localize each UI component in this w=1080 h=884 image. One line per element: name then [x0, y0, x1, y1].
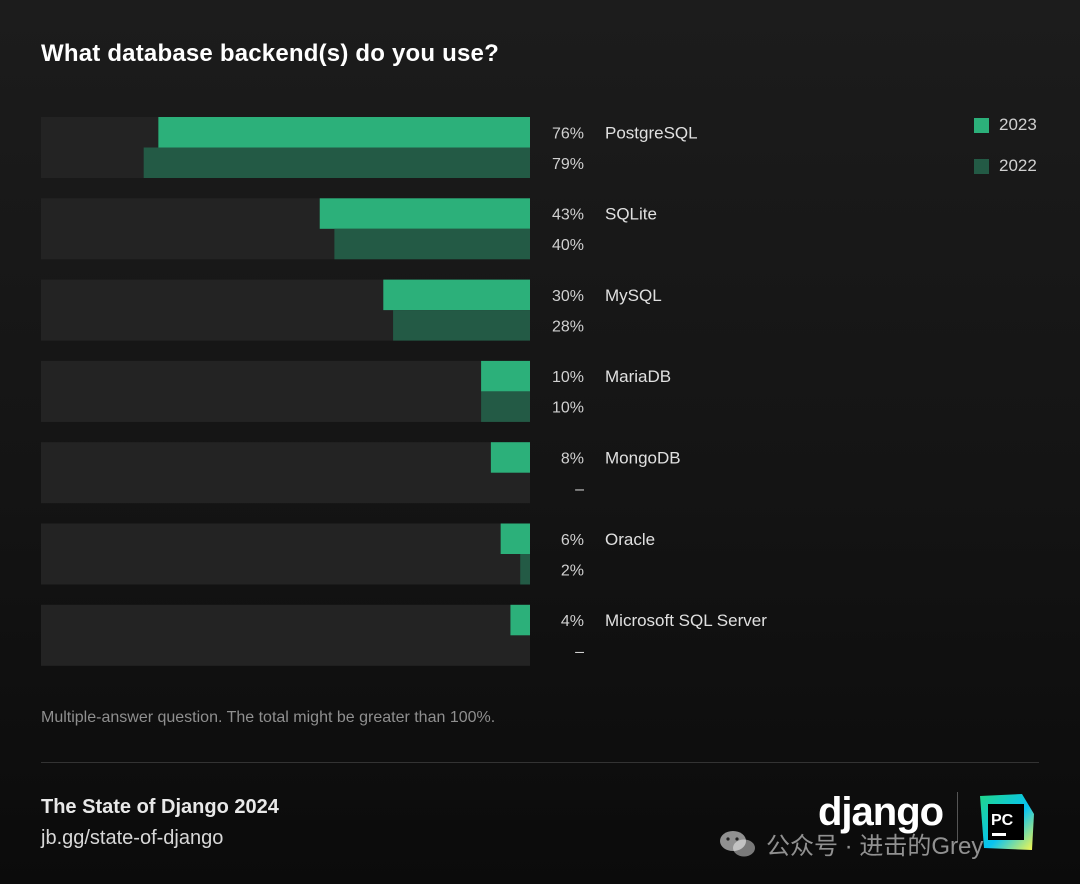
value-label-2022-mariadb: 10% — [552, 400, 584, 417]
value-label-2022-mongodb: – — [575, 481, 584, 498]
value-label-2023-oracle: 6% — [561, 532, 584, 549]
value-label-2023-mysql: 30% — [552, 288, 584, 305]
pycharm-logo-icon: PC — [980, 794, 1034, 850]
bar-chart: 76% 79% PostgreSQL 43% 40% SQLite 30% 28% MySQL 1… — [41, 117, 767, 666]
django-logo: django — [818, 790, 944, 834]
category-label-mongodb: MongoDB — [605, 448, 681, 467]
logo-separator — [957, 792, 958, 842]
chart-title: What database backend(s) do you use? — [41, 40, 499, 67]
legend-item-2022: 2022 — [974, 155, 1037, 177]
legend-swatch-2022 — [974, 158, 989, 174]
legend: 2023 2022 — [974, 114, 1037, 196]
value-label-2022-mysql: 28% — [552, 318, 584, 335]
watermark-text: 公众号 · 进击的Grey — [766, 833, 984, 860]
bar-track-mongodb — [41, 442, 530, 504]
value-label-2022-sqlite: 40% — [552, 237, 584, 254]
bar-track-microsoft-sql-server — [41, 604, 530, 666]
bar-2023-mongodb — [490, 442, 530, 473]
bar-2022-postgresql — [143, 147, 530, 178]
pycharm-logo-text: PC — [991, 812, 1014, 829]
value-label-2023-postgresql: 76% — [552, 125, 584, 142]
bar-2023-microsoft-sql-server — [510, 604, 530, 636]
value-label-2023-sqlite: 43% — [552, 207, 584, 224]
bar-2022-mysql — [393, 310, 530, 341]
wechat-icon — [720, 830, 755, 856]
bar-2023-mysql — [383, 279, 530, 311]
category-label-sqlite: SQLite — [605, 205, 657, 224]
legend-label-2023: 2023 — [999, 115, 1037, 134]
category-label-mysql: MySQL — [605, 286, 662, 305]
bar-2022-mariadb — [481, 391, 530, 422]
legend-swatch-2023 — [974, 117, 989, 133]
bar-2022-oracle — [520, 554, 530, 585]
value-label-2022-postgresql: 79% — [552, 156, 584, 173]
category-label-microsoft-sql-server: Microsoft SQL Server — [605, 611, 767, 630]
footer-link[interactable]: jb.gg/state-of-django — [41, 827, 224, 849]
category-label-oracle: Oracle — [605, 530, 655, 549]
category-label-postgresql: PostgreSQL — [605, 123, 698, 142]
legend-item-2023: 2023 — [974, 114, 1037, 136]
bar-2023-mariadb — [481, 360, 530, 392]
legend-label-2022: 2022 — [999, 156, 1037, 175]
watermark: 公众号 · 进击的Grey — [718, 826, 983, 861]
bar-2022-sqlite — [334, 228, 530, 260]
bar-2023-postgresql — [158, 117, 531, 148]
bar-2023-sqlite — [319, 198, 530, 229]
value-label-2023-mongodb: 8% — [561, 450, 584, 467]
value-label-2023-microsoft-sql-server: 4% — [561, 613, 584, 630]
bar-track-oracle — [41, 523, 530, 585]
bar-track-mariadb — [41, 360, 530, 422]
divider — [41, 762, 1039, 763]
value-label-2023-mariadb: 10% — [552, 369, 584, 386]
bar-2023-oracle — [500, 523, 530, 554]
value-label-2022-microsoft-sql-server: – — [575, 644, 584, 661]
footnote: Multiple-answer question. The total migh… — [41, 709, 496, 726]
value-label-2022-oracle: 2% — [561, 562, 584, 579]
category-label-mariadb: MariaDB — [605, 367, 671, 386]
footer-title: The State of Django 2024 — [41, 796, 279, 818]
